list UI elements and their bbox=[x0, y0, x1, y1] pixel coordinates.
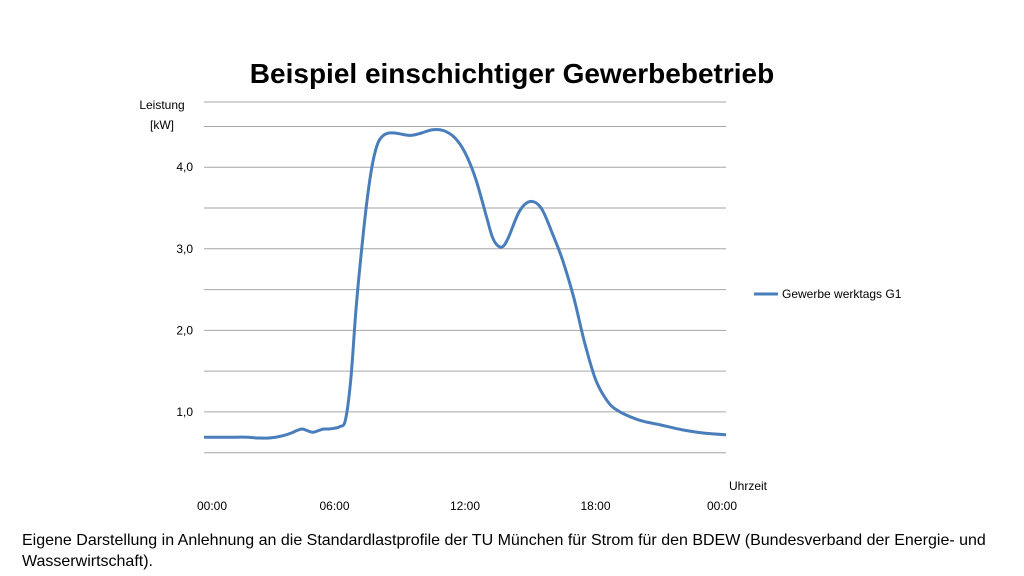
y-axis-label-line1: Leistung bbox=[139, 98, 184, 112]
y-tick-label: 2,0 bbox=[176, 323, 193, 337]
caption: Eigene Darstellung in Anlehnung an die S… bbox=[22, 532, 986, 570]
y-axis-label-line2: [kW] bbox=[150, 118, 174, 132]
legend-label: Gewerbe werktags G1 bbox=[782, 287, 902, 301]
series-group bbox=[203, 127, 727, 440]
x-tick-label: 00:00 bbox=[707, 499, 737, 513]
y-tick-label: 3,0 bbox=[176, 242, 193, 256]
x-axis-label: Uhrzeit bbox=[729, 479, 768, 493]
y-tick-labels: 1,0 2,0 3,0 4,0 bbox=[176, 160, 193, 419]
chart-title: Beispiel einschichtiger Gewerbebetrieb bbox=[250, 58, 774, 89]
line-chart: Beispiel einschichtiger Gewerbebetrieb L… bbox=[139, 58, 902, 513]
legend: Gewerbe werktags G1 bbox=[754, 287, 902, 301]
y-tick-label: 4,0 bbox=[176, 160, 193, 174]
x-tick-label: 06:00 bbox=[319, 499, 349, 513]
gridlines bbox=[204, 101, 726, 454]
x-tick-labels: 00:00 06:00 12:00 18:00 00:00 bbox=[197, 499, 737, 513]
x-tick-label: 12:00 bbox=[450, 499, 480, 513]
x-tick-label: 00:00 bbox=[197, 499, 227, 513]
series-line bbox=[203, 127, 727, 440]
x-tick-label: 18:00 bbox=[580, 499, 610, 513]
y-tick-label: 1,0 bbox=[176, 405, 193, 419]
